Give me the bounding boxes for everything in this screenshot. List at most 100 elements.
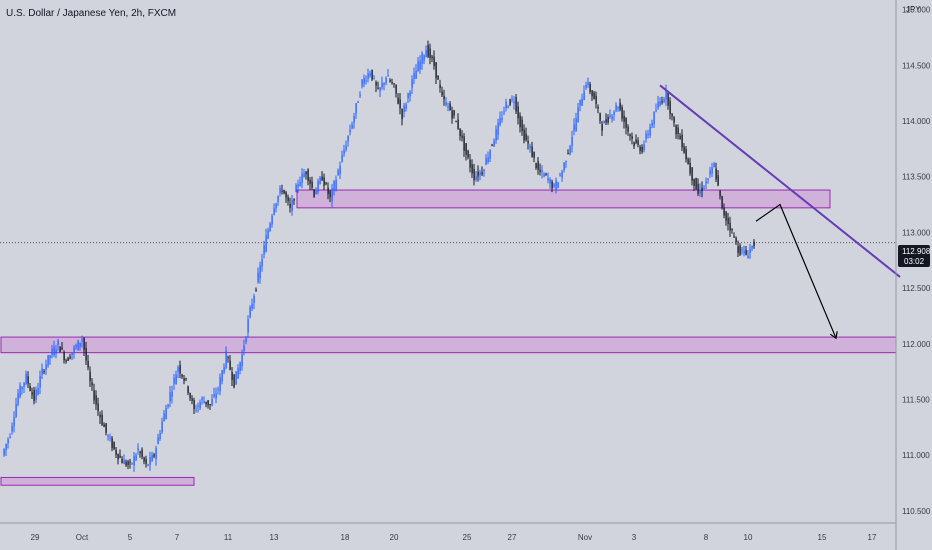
candle-body: [729, 222, 731, 231]
candle-body: [333, 181, 335, 191]
candle-body: [15, 404, 17, 417]
candle-body: [173, 377, 175, 384]
candle-body: [309, 180, 311, 184]
candle-body: [389, 79, 391, 82]
candle-body: [721, 196, 723, 208]
candle-body: [261, 259, 263, 267]
candle-body: [297, 184, 299, 187]
candle-body: [285, 192, 287, 198]
candle-body: [7, 439, 9, 444]
candle-body: [623, 115, 625, 122]
candle-body: [391, 82, 393, 84]
time-tick-label: Nov: [578, 533, 592, 542]
candle-body: [639, 146, 641, 151]
candle-body: [479, 172, 481, 175]
candle-body: [493, 140, 495, 147]
candle-body: [557, 182, 559, 189]
candle-body: [733, 236, 735, 238]
candle-body: [485, 158, 487, 165]
candle-body: [675, 125, 677, 135]
candle-body: [403, 105, 405, 113]
candle-body: [259, 265, 261, 279]
candle-body: [473, 169, 475, 181]
candle-body: [227, 357, 229, 359]
candle-body: [223, 366, 225, 373]
candle-body: [321, 176, 323, 181]
candle-body: [505, 101, 507, 109]
candle-body: [127, 461, 129, 465]
candle-body: [417, 61, 419, 72]
candle-body: [331, 188, 333, 201]
candle-body: [427, 45, 429, 57]
candle-body: [609, 115, 611, 117]
candle-body: [667, 92, 669, 106]
candle-body: [549, 179, 551, 184]
candle-body: [31, 392, 33, 395]
candle-body: [691, 167, 693, 181]
candle-body: [179, 365, 181, 374]
zones: [0, 189, 897, 486]
candle-body: [97, 403, 99, 412]
candle-body: [207, 400, 209, 406]
candle-body: [587, 82, 589, 85]
candle-body: [441, 91, 443, 96]
candle-body: [749, 248, 751, 254]
price-axis[interactable]: JPY 115.000 114.500 114.000 113.500 113.000 1…: [895, 0, 931, 550]
candle-body: [457, 119, 459, 129]
candle-body: [433, 56, 435, 66]
candle-body: [451, 110, 453, 119]
candle-body: [209, 404, 211, 406]
candle-body: [561, 171, 563, 178]
candle-body: [379, 87, 381, 92]
candle-body: [79, 342, 81, 347]
candle-body: [37, 387, 39, 395]
candle-body: [405, 103, 407, 109]
candle-body: [213, 394, 215, 397]
candle-body: [73, 347, 75, 353]
candle-body: [673, 117, 675, 123]
candle-body: [225, 350, 227, 368]
candle-body: [463, 136, 465, 151]
candle-body: [637, 140, 639, 145]
candle-body: [341, 155, 343, 162]
candle-body: [697, 183, 699, 194]
candle-body: [23, 382, 25, 387]
candle-body: [751, 245, 753, 249]
candle-body: [533, 151, 535, 158]
candle-body: [683, 146, 685, 153]
candle-body: [657, 101, 659, 109]
candle-body: [591, 90, 593, 97]
last-price-tag: 112.908 03:02: [898, 245, 931, 267]
candle-body: [159, 433, 161, 439]
time-tick-label: 17: [868, 533, 877, 542]
candle-body: [475, 176, 477, 180]
candle-body: [193, 400, 195, 410]
time-tick-label: 3: [632, 533, 637, 542]
candle-body: [41, 368, 43, 375]
candle-body: [47, 355, 49, 366]
candle-body: [255, 289, 257, 291]
candle-body: [489, 150, 491, 159]
candle-body: [705, 181, 707, 184]
candle-body: [715, 168, 717, 180]
candle-body: [439, 84, 441, 88]
candle-body: [337, 170, 339, 175]
candle-body: [53, 346, 55, 356]
candle-body: [501, 117, 503, 120]
candle-body: [117, 453, 119, 460]
candle-body: [147, 464, 149, 466]
candle-body: [399, 99, 401, 109]
candle-body: [385, 77, 387, 84]
candle-body: [363, 78, 365, 84]
candle-body: [703, 187, 705, 189]
candle-body: [359, 94, 361, 97]
candle-body: [369, 73, 371, 76]
price-tick-label: 110.500: [902, 507, 931, 516]
candle-body: [577, 107, 579, 122]
candles: [3, 40, 755, 472]
time-axis[interactable]: 29 Oct 5 7 11 13 18 20 25 27 Nov 3 8 10 15 17: [0, 522, 896, 542]
candle-body: [753, 241, 755, 247]
candle-body: [181, 374, 183, 377]
candle-body: [507, 106, 509, 109]
candle-body: [589, 84, 591, 93]
